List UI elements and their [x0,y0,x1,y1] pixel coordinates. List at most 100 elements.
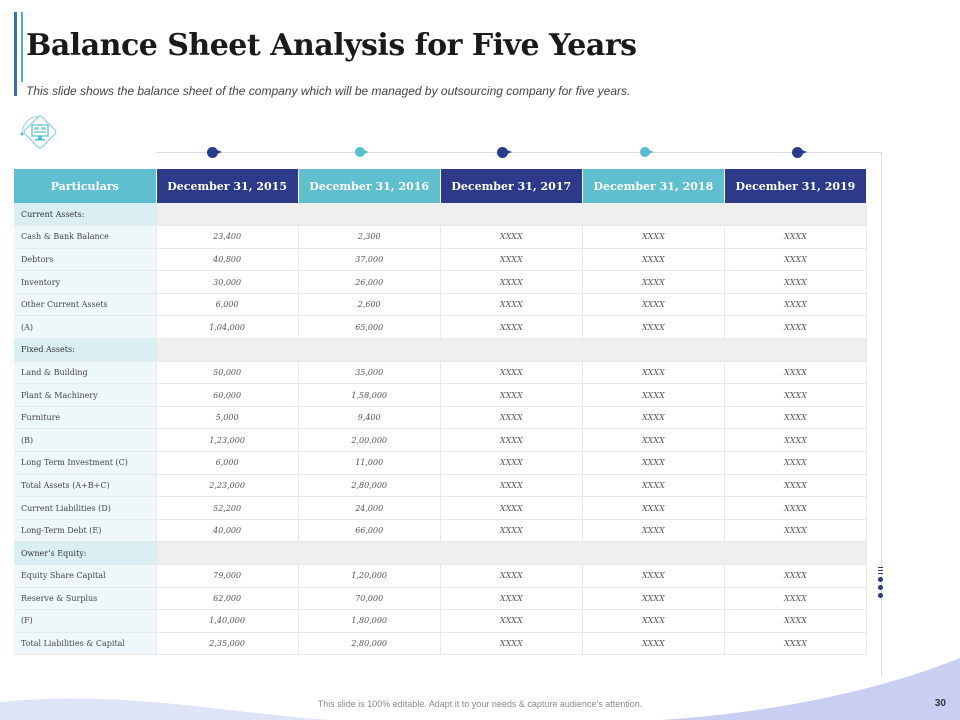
value-cell: 60,000 [156,383,299,407]
row-label: Long Term Investment (C) [14,451,157,475]
value-cell: XXXX [440,496,583,520]
header-particulars: Particulars [14,169,157,203]
value-cell: XXXX [440,270,583,294]
row-label: Long-Term Debt (E) [14,519,157,543]
table-frame [156,152,882,676]
value-cell: 30,000 [156,270,299,294]
value-cell: XXXX [724,587,868,611]
value-cell: 35,000 [298,361,441,385]
value-cell: 2,00,000 [298,428,441,453]
section-row: Owner’s Equity: [14,541,868,565]
side-decoration [877,565,887,605]
value-cell: XXXX [724,225,868,249]
table-row: Other Current Assets 6,000 2,600 XXXX XXXX XX… [14,293,868,317]
value-cell: 66,000 [298,519,441,543]
computer-monitor-icon [16,112,64,156]
value-cell: 65,000 [298,315,441,340]
value-cell: 26,000 [298,270,441,294]
value-cell: 2,80,000 [298,474,441,498]
value-cell: XXXX [440,248,583,272]
row-label: Plant & Machinery [14,383,157,407]
value-cell: XXXX [582,587,725,611]
section-label: Fixed Assets: [14,338,157,362]
value-cell: 1,04,000 [156,315,299,340]
value-cell: XXXX [724,248,868,272]
value-cell: XXXX [724,428,868,453]
value-cell: XXXX [440,474,583,498]
value-cell: 1,20,000 [298,564,441,588]
value-cell: XXXX [440,609,583,633]
row-label: Land & Building [14,361,157,385]
value-cell: XXXX [724,270,868,294]
value-cell: XXXX [724,383,868,407]
table-row: Reserve & Surplus 62,000 70,000 XXXX XXXX XXX… [14,587,868,611]
value-cell: XXXX [724,564,868,588]
title-accent-bar-thin [21,12,23,82]
header-2017: December 31, 2017 [440,169,583,203]
value-cell: 1,80,000 [298,609,441,633]
table-row: Cash & Bank Balance 23,400 2,300 XXXX XXXX XX… [14,225,868,249]
value-cell: XXXX [582,406,725,430]
section-label: Owner’s Equity: [14,541,157,565]
value-cell: XXXX [440,225,583,249]
row-label: Current Liabilities (D) [14,496,157,520]
value-cell: 24,000 [298,496,441,520]
value-cell: 70,000 [298,587,441,611]
table-row: Inventory 30,000 26,000 XXXX XXXX XXXX [14,270,868,294]
timeline-dot-2016 [355,147,369,157]
table-row: Total Assets (A+B+C) 2,23,000 2,80,000 XXXX… [14,474,868,498]
section-fill [156,338,868,362]
value-cell: XXXX [724,609,868,633]
value-cell: XXXX [582,609,725,633]
value-cell: 1,58,000 [298,383,441,407]
section-fill [156,203,868,227]
value-cell: XXXX [582,315,725,340]
table-row: Long Term Investment (C) 6,000 11,000 XXXX X… [14,451,868,475]
value-cell: 2,600 [298,293,441,317]
value-cell: 6,000 [156,293,299,317]
value-cell: XXXX [440,564,583,588]
section-label: Current Assets: [14,203,157,227]
value-cell: XXXX [724,632,868,656]
value-cell: 50,000 [156,361,299,385]
row-label: Equity Share Capital [14,564,157,588]
value-cell: XXXX [440,632,583,656]
value-cell: 1,40,000 [156,609,299,633]
value-cell: XXXX [582,248,725,272]
row-label: Cash & Bank Balance [14,225,157,249]
value-cell: 5,000 [156,406,299,430]
table-row: (F) 1,40,000 1,80,000 XXXX XXXX XXXX [14,609,868,633]
value-cell: XXXX [724,315,868,340]
table-row: Plant & Machinery 60,000 1,58,000 XXXX XXXX X… [14,383,868,407]
value-cell: 2,300 [298,225,441,249]
timeline-dot-2019 [792,147,807,158]
row-label: Total Assets (A+B+C) [14,474,157,498]
row-label: (B) [14,428,157,453]
value-cell: XXXX [582,293,725,317]
title-accent-bar [14,12,17,96]
table-row: Land & Building 50,000 35,000 XXXX XXXX XXXX [14,361,868,385]
value-cell: 23,400 [156,225,299,249]
value-cell: XXXX [440,451,583,475]
value-cell: XXXX [724,474,868,498]
value-cell: 79,000 [156,564,299,588]
section-row: Fixed Assets: [14,338,868,362]
value-cell: XXXX [582,632,725,656]
value-cell: XXXX [582,496,725,520]
value-cell: XXXX [582,564,725,588]
table-header-row: Particulars December 31, 2015 December 3… [14,169,868,203]
value-cell: XXXX [724,496,868,520]
value-cell: XXXX [440,519,583,543]
value-cell: XXXX [582,519,725,543]
timeline-dot-2017 [497,147,512,158]
header-2015: December 31, 2015 [156,169,299,203]
value-cell: XXXX [440,315,583,340]
value-cell: XXXX [724,451,868,475]
header-2018: December 31, 2018 [582,169,725,203]
value-cell: 2,35,000 [156,632,299,656]
value-cell: XXXX [440,587,583,611]
table-row: (A) 1,04,000 65,000 XXXX XXXX XXXX [14,315,868,340]
value-cell: 40,800 [156,248,299,272]
value-cell: 2,23,000 [156,474,299,498]
balance-sheet-table: Particulars December 31, 2015 December 3… [14,169,868,656]
